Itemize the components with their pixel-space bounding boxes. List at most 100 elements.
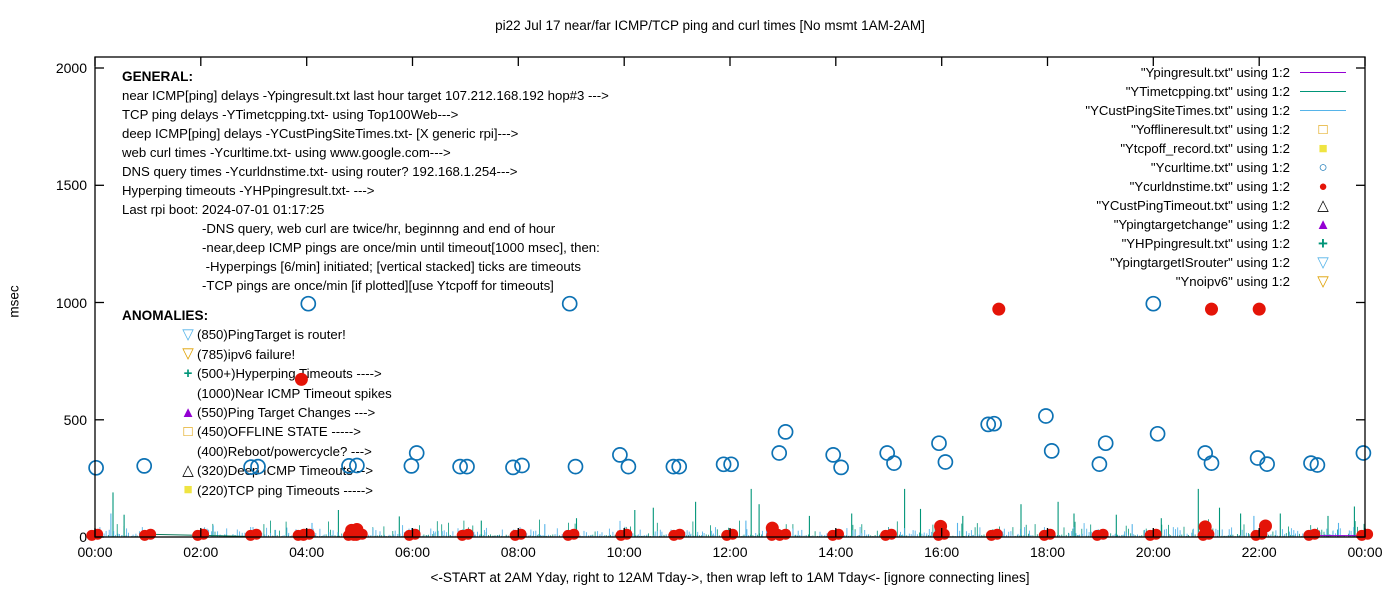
open-tri-down-icon: ▽ [1294, 272, 1352, 290]
general-line: web curl times -Ycurltime.txt- using www… [122, 145, 451, 160]
legend-item: "Ycurltime.txt" using 1:2 ○ [1085, 158, 1352, 177]
legend-label: "YHPpingresult.txt" using 1:2 [1121, 236, 1290, 251]
y-tick-label: 2000 [55, 60, 87, 76]
general-line: deep ICMP[ping] delays -YCustPingSiteTim… [122, 126, 519, 141]
anomaly-label: (1000)Near ICMP Timeout spikes [197, 385, 392, 401]
anomalies-annotation-block: ANOMALIES: ▽ (850)PingTarget is router! ▽(… [122, 306, 392, 500]
legend-item: "YpingtargetISrouter" using 1:2 ▽ [1085, 253, 1352, 272]
anomaly-rows: ▽ (850)PingTarget is router! ▽ (785)ipv6 fa… [122, 325, 392, 500]
line-icon [1294, 91, 1352, 92]
x-tick-label: 08:00 [500, 544, 536, 560]
legend-item: "Ypingtargetchange" using 1:2 ▲ [1085, 215, 1352, 234]
general-note-line: -near,deep ICMP pings are once/min until… [202, 240, 600, 255]
legend-item: "YCustPingTimeout.txt" using 1:2 △ [1085, 196, 1352, 215]
open-circle-glyph: ○ [1318, 158, 1328, 176]
filled-square-icon: ■ [1294, 139, 1352, 157]
x-tick-label: 18:00 [1029, 544, 1066, 560]
general-line: DNS query times -Ycurldnstime.txt- using… [122, 164, 518, 179]
filled-tri-up-icon: ▲ [1294, 217, 1352, 232]
legend-label: "YTimetcpping.txt" using 1:2 [1125, 84, 1290, 99]
anomaly-item: △ (320)Deep ICMP Timeouts --> [180, 461, 392, 480]
line-sample-icon [1300, 110, 1346, 111]
anomaly-item: □ (450)OFFLINE STATE -----> [180, 422, 392, 441]
plus-glyph: + [1318, 233, 1328, 253]
line-sample-icon [1300, 91, 1346, 92]
open-square-icon: □ [183, 423, 193, 441]
general-line: TCP ping delays -YTimetcpping.txt- using… [122, 107, 459, 122]
anomaly-label: (220)TCP ping Timeouts -----> [197, 482, 374, 498]
no-marker [180, 444, 196, 458]
anomaly-item: ▽ (785)ipv6 failure! [180, 345, 392, 364]
general-note-line: -TCP pings are once/min [if plotted][use… [202, 278, 554, 293]
legend-label: "YpingtargetISrouter" using 1:2 [1110, 255, 1290, 270]
legend-label: "Ynoipv6" using 1:2 [1175, 274, 1290, 289]
general-note-line: -DNS query, web curl are twice/hr, begin… [202, 221, 556, 236]
anomalies-heading: ANOMALIES: [122, 308, 209, 323]
general-annotation-block: GENERAL: near ICMP[ping] delays -Ypingre… [122, 67, 609, 295]
chart-title: pi22 Jul 17 near/far ICMP/TCP ping and c… [495, 18, 925, 33]
x-tick-label: 04:00 [289, 544, 325, 560]
general-note-line: -Hyperpings [6/min] initiated; [vertical… [202, 259, 581, 274]
anomaly-label: (550)Ping Target Changes ---> [197, 404, 376, 420]
x-tick-label: 14:00 [818, 544, 854, 560]
open-tri-down-icon: ▽ [182, 326, 194, 344]
legend-item: "Ytcpoff_record.txt" using 1:2 ■ [1085, 139, 1352, 158]
open-tri-up-icon: △ [1294, 196, 1352, 214]
anomaly-item: ■ (220)TCP ping Timeouts -----> [180, 481, 392, 500]
open-tri-up-glyph: △ [1317, 196, 1329, 214]
filled-circle-icon: ● [1294, 179, 1352, 194]
x-tick-label: 06:00 [394, 544, 431, 560]
anomaly-label: (850)PingTarget is router! [197, 327, 346, 343]
legend-item: "Yofflineresult.txt" using 1:2 □ [1085, 120, 1352, 139]
no-marker [180, 386, 196, 400]
anomaly-item: + (500+)Hyperping Timeouts ----> [180, 364, 392, 383]
legend-item: "YHPpingresult.txt" using 1:2 + [1085, 234, 1352, 253]
plus-icon: + [183, 364, 193, 382]
open-tri-down-icon: ▽ [182, 345, 194, 363]
anomaly-label: (400)Reboot/powercycle? ---> [197, 443, 372, 459]
legend: "Ypingresult.txt" using 1:2 "YTimetcpping… [1085, 63, 1352, 291]
x-tick-label: 16:00 [924, 544, 960, 560]
legend-label: "Ypingresult.txt" using 1:2 [1140, 65, 1290, 80]
plus-icon: + [1294, 233, 1352, 253]
legend-item: "Ycurldnstime.txt" using 1:2 ● [1085, 177, 1352, 196]
legend-item: "YCustPingSiteTimes.txt" using 1:2 [1085, 101, 1352, 120]
open-circle-icon: ○ [1294, 158, 1352, 176]
x-tick-label: 20:00 [1135, 544, 1171, 560]
legend-label: "Yofflineresult.txt" using 1:2 [1131, 122, 1290, 137]
open-tri-down-icon: ▽ [1294, 253, 1352, 271]
legend-item: "Ypingresult.txt" using 1:2 [1085, 63, 1352, 82]
legend-label: "YCustPingTimeout.txt" using 1:2 [1096, 198, 1290, 213]
open-square-icon: □ [1294, 122, 1352, 137]
anomaly-label: (785)ipv6 failure! [197, 346, 296, 362]
filled-square-icon: ■ [183, 481, 193, 499]
general-lines: near ICMP[ping] delays -Ypingresult.txt … [122, 86, 609, 219]
x-tick-label: 10:00 [606, 544, 642, 560]
open-tri-down-glyph: ▽ [1317, 272, 1329, 290]
legend-item: "YTimetcpping.txt" using 1:2 [1085, 82, 1352, 101]
filled-square-glyph: ■ [1318, 139, 1328, 157]
line-icon [1294, 110, 1352, 111]
y-tick-label: 500 [63, 411, 87, 428]
legend-label: "Ycurldnstime.txt" using 1:2 [1129, 179, 1290, 194]
anomaly-item: ▽ (850)PingTarget is router! [180, 325, 392, 344]
line-icon [1294, 72, 1352, 73]
anomaly-item: (1000)Near ICMP Timeout spikes [180, 384, 392, 403]
open-tri-down-glyph: ▽ [1317, 253, 1329, 271]
general-line: Hyperping timeouts -YHPpingresult.txt- -… [122, 183, 375, 198]
x-tick-label: 02:00 [183, 544, 219, 560]
x-tick-label: 22:00 [1241, 544, 1277, 560]
x-tick-label: 00:00 [77, 544, 113, 560]
general-line: near ICMP[ping] delays -Ypingresult.txt … [122, 88, 609, 103]
legend-label: "YCustPingSiteTimes.txt" using 1:2 [1085, 103, 1290, 118]
x-tick-label: 00:00 [1347, 544, 1383, 560]
y-tick-label: 0 [79, 529, 87, 545]
open-tri-up-icon: △ [182, 461, 194, 479]
legend-label: "Ytcpoff_record.txt" using 1:2 [1120, 141, 1290, 156]
general-notes: -DNS query, web curl are twice/hr, begin… [202, 219, 609, 295]
legend-label: "Ycurltime.txt" using 1:2 [1150, 160, 1290, 175]
filled-tri-up-icon: ▲ [180, 403, 196, 421]
y-tick-label: 1000 [55, 294, 87, 311]
anomaly-label: (450)OFFLINE STATE -----> [197, 424, 361, 440]
